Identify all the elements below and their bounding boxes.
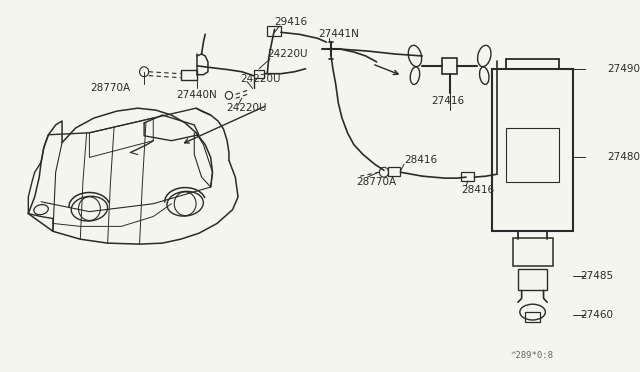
Bar xyxy=(268,26,281,36)
Bar xyxy=(461,172,474,181)
Text: 24220U: 24220U xyxy=(226,103,267,113)
Bar xyxy=(518,269,547,291)
Text: 27440N: 27440N xyxy=(177,90,218,100)
Text: 28416: 28416 xyxy=(404,155,437,166)
Text: 28416: 28416 xyxy=(461,185,495,195)
Text: 28770A: 28770A xyxy=(90,83,131,93)
Bar xyxy=(513,238,553,266)
Text: ^289*0:8: ^289*0:8 xyxy=(511,351,554,360)
Text: 27490: 27490 xyxy=(607,64,640,74)
Bar xyxy=(253,70,264,78)
Bar xyxy=(180,70,197,80)
Text: 27441N: 27441N xyxy=(318,29,359,39)
Text: 27416: 27416 xyxy=(431,96,465,106)
Text: 24220U: 24220U xyxy=(268,49,308,59)
Bar xyxy=(442,58,457,74)
Bar xyxy=(525,312,540,322)
Text: 24220U: 24220U xyxy=(240,74,280,84)
Bar xyxy=(492,69,573,231)
Text: 27480: 27480 xyxy=(607,153,640,163)
Text: 29416: 29416 xyxy=(275,17,308,28)
Text: 28770A: 28770A xyxy=(356,177,397,187)
Bar xyxy=(506,128,559,182)
Text: 27485: 27485 xyxy=(580,271,613,280)
Bar xyxy=(388,167,401,176)
Text: 27460: 27460 xyxy=(580,310,613,320)
